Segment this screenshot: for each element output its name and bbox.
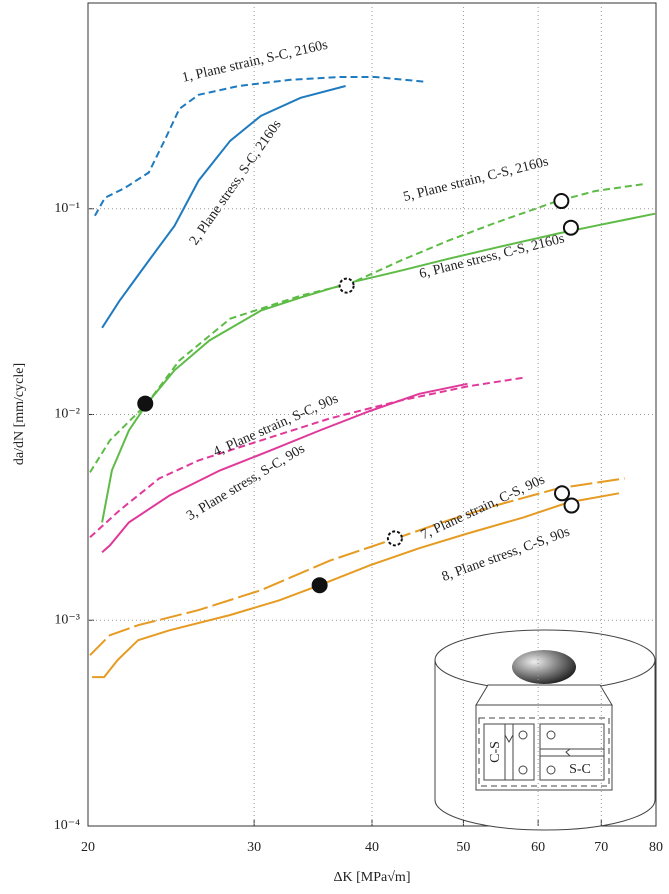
series-label: 4, Plane strain, S-C, 90s xyxy=(211,391,340,460)
series-line xyxy=(102,214,655,523)
inset xyxy=(435,630,655,830)
marker xyxy=(554,194,568,208)
series-label: 6, Plane stress, C-S, 2160s xyxy=(418,231,566,282)
inset-label: C-S xyxy=(488,741,503,763)
x-tick-label: 60 xyxy=(531,840,545,855)
series-label: 7, Plane strain, C-S, 90s xyxy=(419,472,548,543)
marker xyxy=(565,499,579,513)
series-label: 3, Plane stress, S-C, 90s xyxy=(184,442,307,524)
y-tick-label: 10⁻¹ xyxy=(54,201,80,216)
x-tick-label: 80 xyxy=(649,840,663,855)
marker xyxy=(313,578,327,592)
series-line xyxy=(90,478,625,655)
y-axis-label: da/dN [mm/cycle] xyxy=(12,363,27,465)
y-tick-label: 10⁻² xyxy=(54,407,80,422)
y-tick-label: 10⁻⁴ xyxy=(54,818,80,833)
marker xyxy=(388,531,402,545)
x-axis-label: ΔK [MPa√m] xyxy=(334,870,411,885)
inset-label: S-C xyxy=(569,762,591,777)
x-tick-label: 40 xyxy=(365,840,379,855)
x-tick-label: 30 xyxy=(247,840,261,855)
marker xyxy=(555,486,569,500)
x-tick-label: 20 xyxy=(81,840,95,855)
series-label: 8, Plane stress, C-S, 90s xyxy=(440,525,572,585)
series-label: 5, Plane strain, C-S, 2160s xyxy=(402,154,550,205)
marker xyxy=(138,397,152,411)
marker xyxy=(564,221,578,235)
chart: ΔK [MPa√m] da/dN [mm/cycle] C-S S-C 20 30… xyxy=(0,0,669,894)
y-tick-label: 10⁻³ xyxy=(54,612,80,627)
x-tick-label: 50 xyxy=(456,840,470,855)
marker xyxy=(340,279,354,293)
x-tick-label: 70 xyxy=(594,840,608,855)
